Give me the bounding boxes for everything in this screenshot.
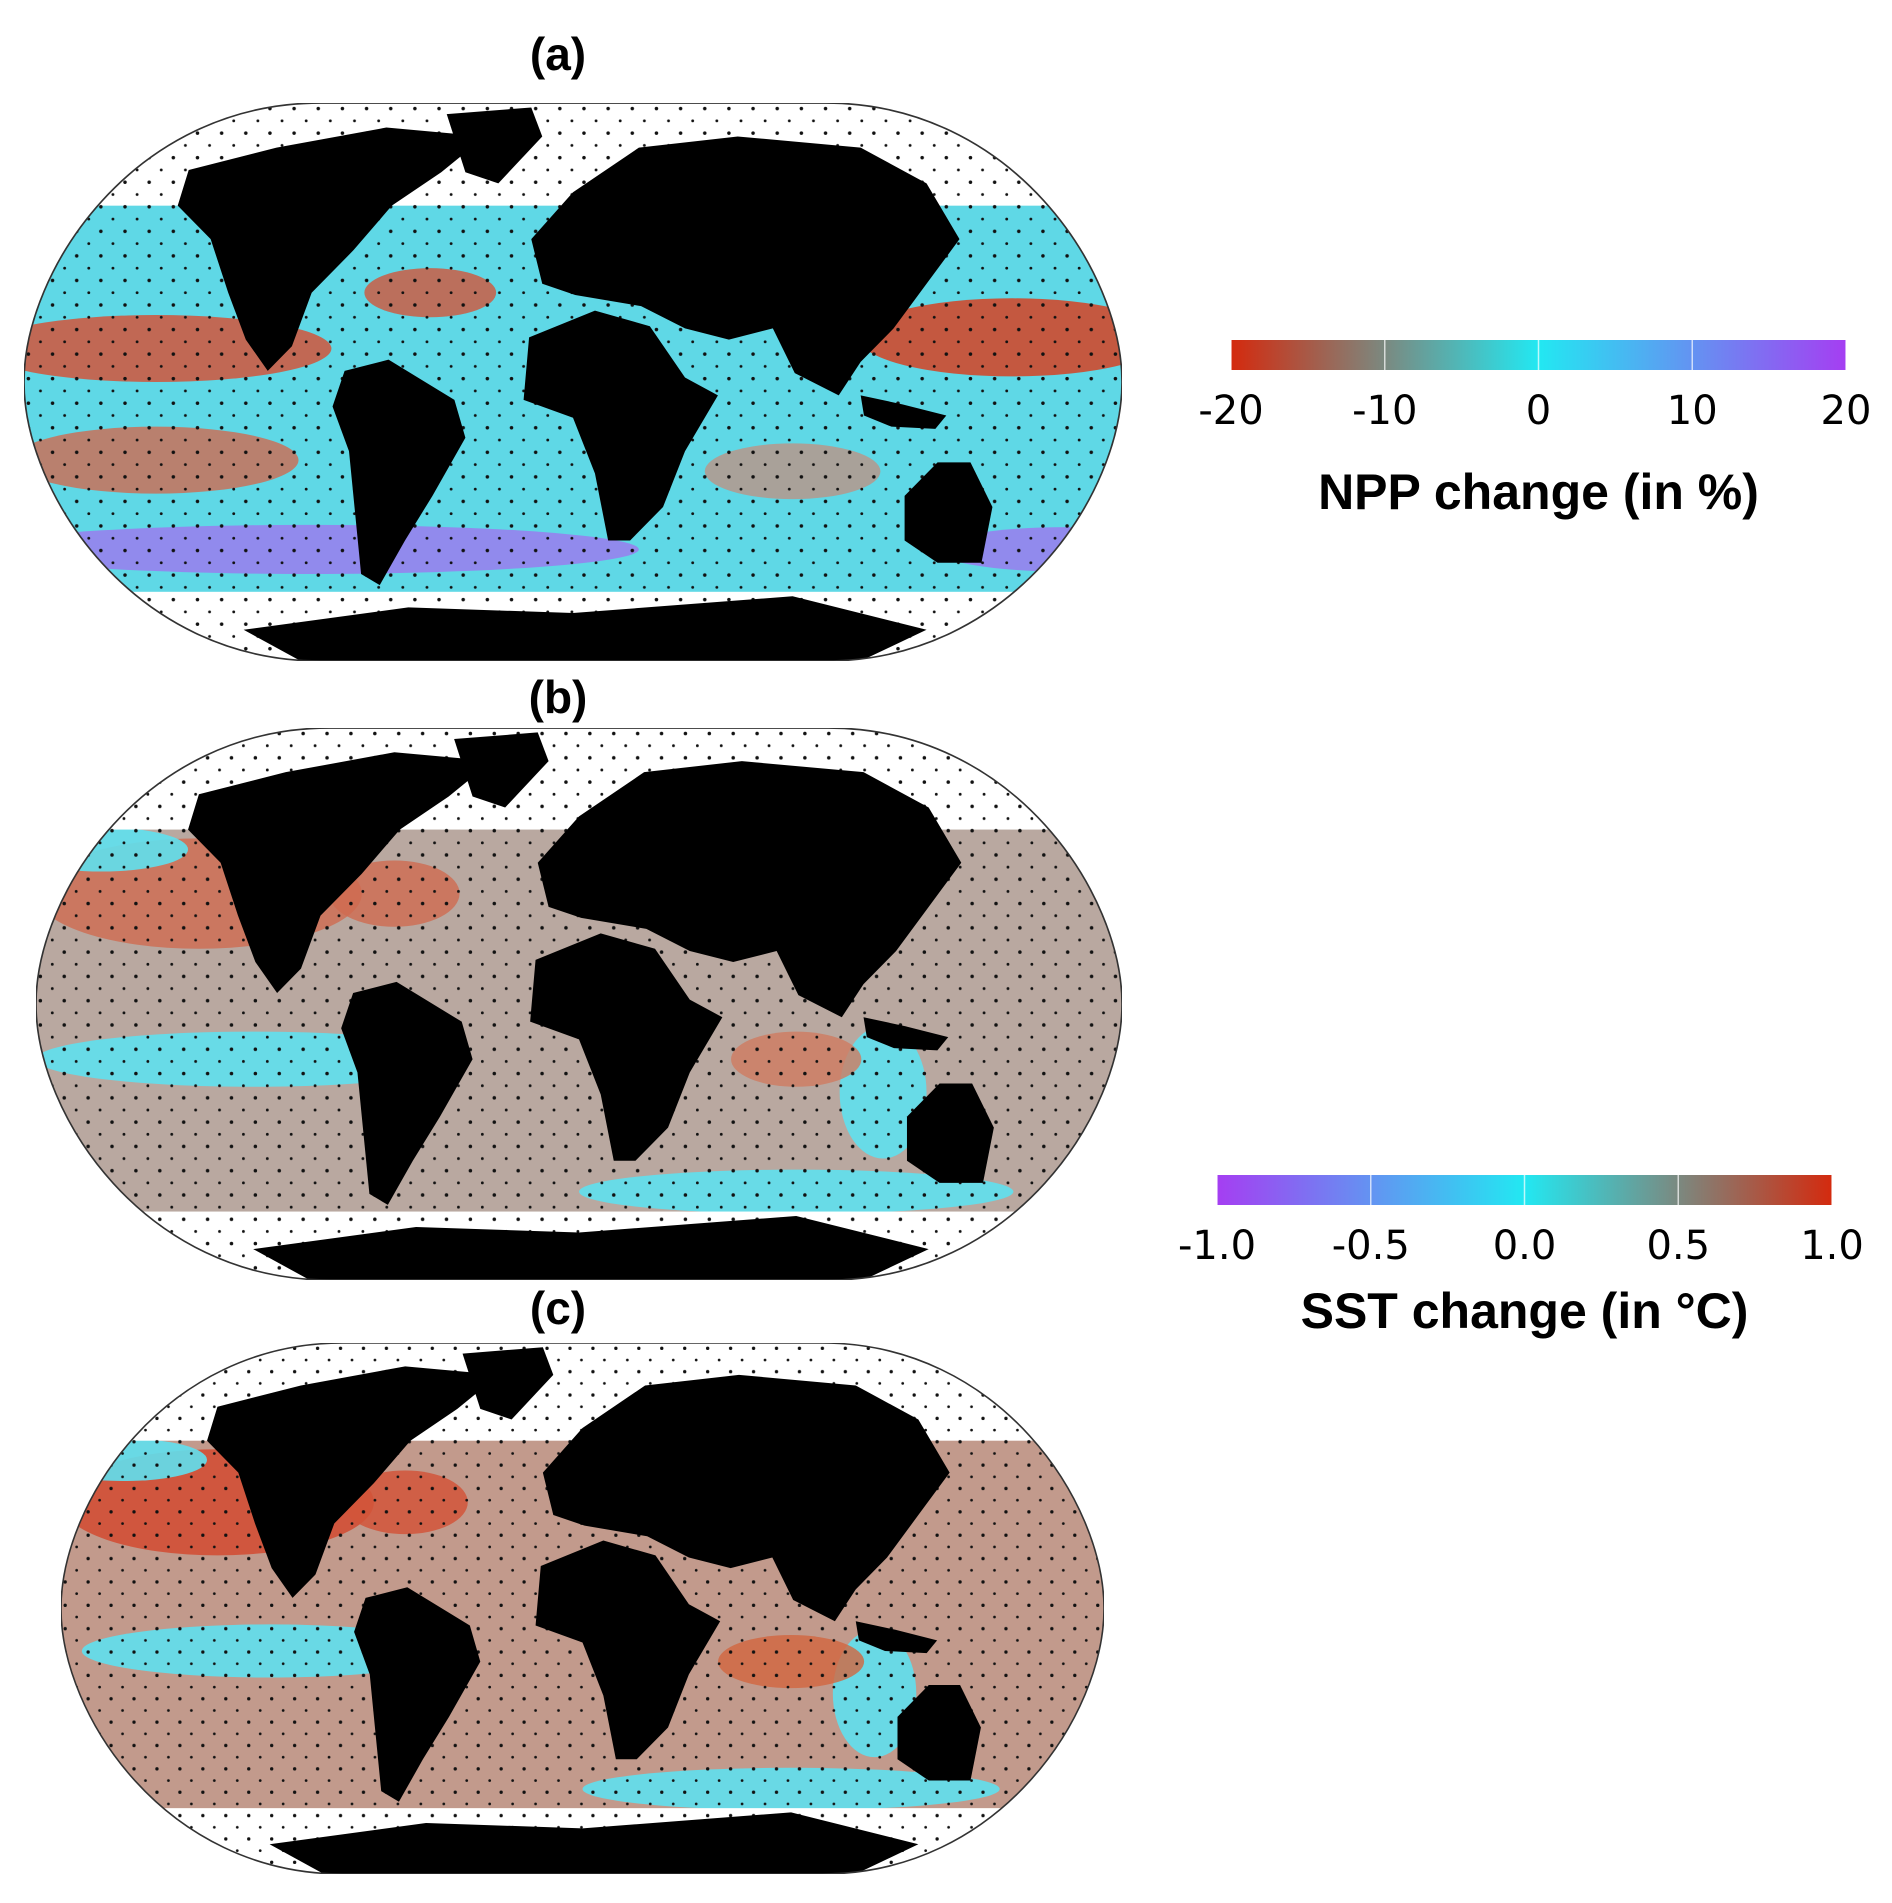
panel-label: (c) — [530, 1282, 586, 1334]
colorbar-tick-label: 1.0 — [1800, 1223, 1864, 1269]
colorbar-tick-label: 0.0 — [1493, 1223, 1557, 1269]
colorbar-tick-label: 0.5 — [1646, 1223, 1710, 1269]
colorbar-tick-label: -20 — [1198, 388, 1263, 434]
map-panel — [24, 103, 1122, 661]
colorbar-tick-label: -0.5 — [1332, 1223, 1410, 1269]
panel-label: (b) — [529, 671, 588, 723]
colorbar-tick-label: -1.0 — [1178, 1223, 1256, 1269]
panel-label: (a) — [530, 28, 586, 80]
colorbar-tick-label: 0 — [1526, 388, 1551, 434]
colorbar-label: NPP change (in %) — [1318, 464, 1759, 520]
colorbar-tick-label: 20 — [1821, 388, 1872, 434]
colorbar-tick-label: -10 — [1352, 388, 1417, 434]
map-panel — [36, 728, 1122, 1280]
map-panel — [61, 1343, 1104, 1874]
colorbar-tick-label: 10 — [1667, 388, 1718, 434]
colorbar-label: SST change (in °C) — [1301, 1283, 1749, 1339]
